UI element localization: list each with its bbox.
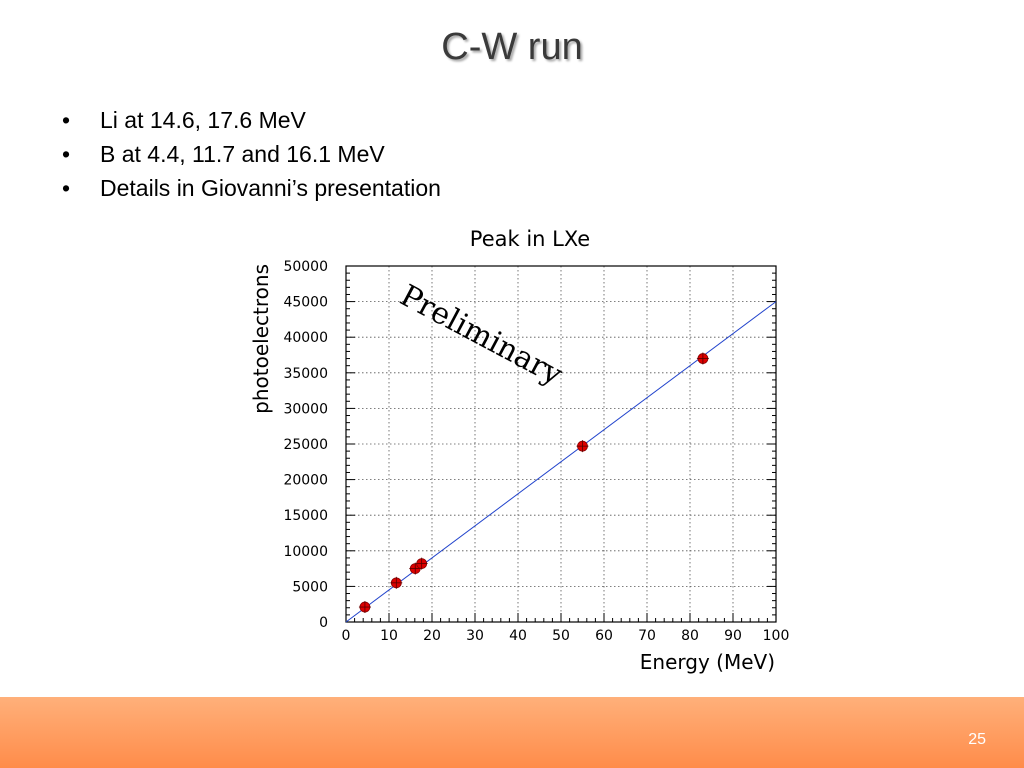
bullet-text: Details in Giovanni’s presentation	[100, 175, 441, 201]
data-point	[576, 440, 589, 453]
y-tick-label: 35000	[283, 366, 328, 382]
x-axis-label: Energy (MeV)	[640, 650, 775, 674]
x-tick-label: 30	[466, 628, 484, 644]
y-tick-label: 30000	[283, 401, 328, 417]
bullet-text: Li at 14.6, 17.6 MeV	[100, 107, 306, 133]
grid	[346, 266, 776, 622]
fit-line	[345, 301, 777, 623]
chart: Peak in LXe 0 10 20 30 40 50 60 70 80 90 100 0 5000 1…	[240, 220, 800, 685]
bullet-list: • Li at 14.6, 17.6 MeV • B at 4.4, 11.7 …	[62, 103, 441, 205]
bullet-marker: •	[62, 175, 71, 201]
bullet-item: • Details in Giovanni’s presentation	[62, 171, 441, 205]
bullet-marker: •	[62, 107, 71, 133]
x-tick-label: 10	[380, 628, 398, 644]
bullet-item: • B at 4.4, 11.7 and 16.1 MeV	[62, 137, 441, 171]
bullet-text: B at 4.4, 11.7 and 16.1 MeV	[100, 141, 385, 167]
x-tick-label: 80	[681, 628, 699, 644]
data-points	[358, 352, 709, 614]
y-tick-label: 15000	[283, 508, 328, 524]
y-tick-label: 0	[319, 615, 328, 631]
x-tick-label: 40	[509, 628, 527, 644]
axis-ticks: 0 10 20 30 40 50 60 70 80 90 100 0 5000 10000 15000 200…	[283, 259, 789, 644]
y-axis-label: photoelectrons	[249, 264, 273, 414]
x-tick-label: 20	[423, 628, 441, 644]
y-tick-label: 25000	[283, 437, 328, 453]
bullet-item: • Li at 14.6, 17.6 MeV	[62, 103, 441, 137]
footer-band: 25	[0, 697, 1024, 768]
fit-line-layer	[345, 301, 777, 623]
chart-svg: Peak in LXe 0 10 20 30 40 50 60 70 80 90 100 0 5000 1…	[249, 227, 789, 674]
data-point	[696, 352, 709, 365]
page-number: 25	[968, 731, 986, 748]
y-tick-label: 5000	[292, 579, 328, 595]
x-tick-label: 50	[552, 628, 570, 644]
slide-title: C-W run	[441, 26, 583, 68]
bullet-marker: •	[62, 141, 71, 167]
chart-title: Peak in LXe	[470, 227, 590, 251]
data-point	[415, 557, 428, 570]
x-tick-label: 0	[342, 628, 351, 644]
y-tick-label: 10000	[283, 544, 328, 560]
x-tick-label: 70	[638, 628, 656, 644]
y-tick-label: 20000	[283, 473, 328, 489]
preliminary-annotation: Preliminary	[394, 278, 568, 392]
data-point	[390, 576, 403, 589]
x-tick-label: 60	[595, 628, 613, 644]
x-tick-label: 90	[724, 628, 742, 644]
data-point	[358, 601, 371, 614]
x-tick-label: 100	[763, 628, 790, 644]
y-tick-label: 45000	[283, 295, 328, 311]
y-tick-label: 50000	[283, 259, 328, 275]
y-tick-label: 40000	[283, 330, 328, 346]
